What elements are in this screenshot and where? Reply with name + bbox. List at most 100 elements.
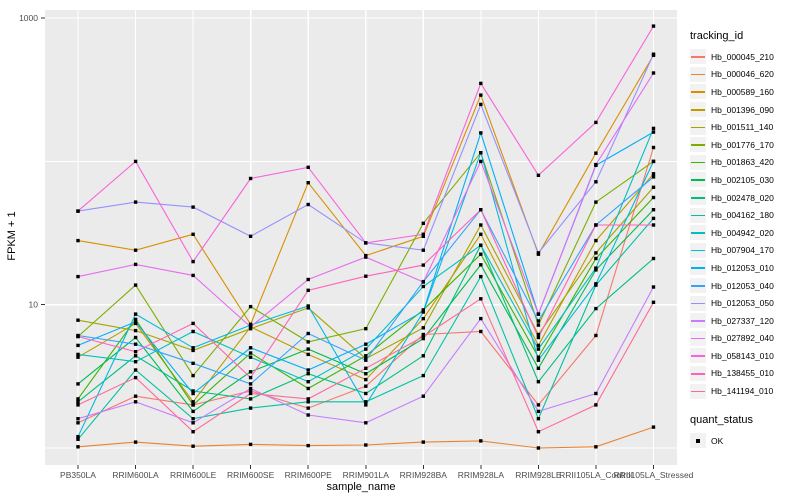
legend: tracking_id Hb_000045_210 Hb_000046_620 Hb… (690, 30, 800, 449)
data-point (421, 263, 425, 267)
data-point (76, 352, 80, 357)
data-point (651, 285, 656, 289)
legend-entry-Hb_007904_170: Hb_007904_170 (690, 242, 800, 260)
data-point (651, 208, 656, 212)
data-point (306, 306, 310, 310)
data-point (248, 323, 253, 327)
data-point (306, 352, 310, 357)
legend-key-line (690, 154, 706, 170)
data-point (248, 304, 253, 309)
data-point (191, 400, 195, 404)
legend-entry-Hb_002105_030: Hb_002105_030 (690, 171, 800, 189)
data-point (191, 273, 195, 278)
data-point (306, 202, 310, 207)
data-point (479, 439, 483, 443)
data-point (594, 266, 598, 270)
line-swatch-icon (691, 144, 705, 146)
data-point (421, 232, 425, 236)
data-point (76, 318, 80, 322)
line-swatch-icon (691, 355, 705, 357)
legend-label: Hb_000045_210 (711, 51, 774, 62)
data-point (536, 409, 541, 414)
data-point (421, 284, 425, 289)
data-point (133, 328, 138, 333)
legend-key-line (690, 119, 706, 135)
data-point (191, 232, 195, 236)
data-point (536, 355, 541, 359)
data-point (191, 346, 195, 350)
data-point (536, 343, 541, 348)
data-point (133, 317, 138, 322)
data-point (364, 342, 368, 346)
legend-entry-ok: OK (690, 432, 800, 450)
line-swatch-icon (691, 372, 705, 375)
legend-label: Hb_001396_090 (711, 104, 774, 115)
data-point (191, 417, 195, 421)
legend-label: Hb_027337_120 (711, 315, 774, 326)
y-tick-label: 10 (29, 300, 39, 310)
legend-entry-Hb_000046_620: Hb_000046_620 (690, 66, 800, 84)
data-point (76, 417, 80, 421)
data-point (133, 440, 138, 444)
data-point (479, 208, 483, 212)
legend-key-line (690, 348, 706, 364)
legend-entry-Hb_002478_020: Hb_002478_020 (690, 189, 800, 207)
line-swatch-icon (691, 267, 705, 270)
data-point (191, 321, 195, 326)
legend-title-tracking-id: tracking_id (690, 30, 744, 42)
data-point (306, 400, 310, 404)
x-tick-label: RRII105LA_Control (559, 470, 633, 480)
data-point (594, 256, 598, 261)
data-point (536, 251, 541, 255)
data-point (306, 331, 310, 336)
data-point (306, 304, 310, 308)
legend-label: Hb_012053_040 (711, 280, 774, 291)
data-point (248, 351, 253, 355)
legend-entry-Hb_027337_120: Hb_027337_120 (690, 312, 800, 330)
data-point (306, 340, 310, 344)
data-point (651, 145, 656, 150)
legend-key-line (690, 330, 706, 346)
data-point (651, 159, 656, 164)
data-point (76, 355, 80, 359)
legend-entry-Hb_001863_420: Hb_001863_420 (690, 154, 800, 172)
data-point (421, 221, 425, 225)
legend-title-quant-status: quant_status (690, 413, 753, 426)
data-point (421, 394, 425, 398)
line-swatch-icon (691, 179, 705, 182)
data-point (306, 181, 310, 185)
data-point (191, 444, 195, 448)
data-point (76, 437, 80, 441)
legend-key-line (690, 260, 706, 276)
data-point (421, 332, 425, 337)
legend-label: Hb_001863_420 (711, 157, 774, 168)
x-tick-label: RRIM928BA (400, 470, 448, 480)
legend-entry-Hb_000045_210: Hb_000045_210 (690, 48, 800, 66)
data-point (248, 397, 253, 401)
data-point (306, 413, 310, 417)
data-point (421, 354, 425, 358)
data-point (76, 421, 80, 425)
data-point (364, 358, 368, 362)
legend-key-line (690, 137, 706, 153)
legend-quant-status-block: quant_status OK (690, 414, 800, 450)
data-point (536, 332, 541, 337)
data-point (536, 312, 541, 316)
legend-label: Hb_138455_010 (711, 368, 774, 379)
legend-entry-Hb_058143_010: Hb_058143_010 (690, 347, 800, 365)
data-point (191, 205, 195, 209)
data-point (651, 256, 656, 261)
data-point (421, 336, 425, 341)
square-marker-icon (696, 438, 700, 443)
data-point (76, 382, 80, 386)
legend-entry-Hb_001776_170: Hb_001776_170 (690, 136, 800, 154)
data-point (536, 319, 541, 323)
legend-entry-Hb_001396_090: Hb_001396_090 (690, 101, 800, 119)
line-swatch-icon (691, 161, 705, 164)
data-point (536, 335, 541, 340)
data-point (594, 391, 598, 396)
legend-key-line (690, 66, 706, 82)
line-swatch-icon (691, 285, 705, 287)
data-point (479, 243, 483, 247)
data-point (76, 397, 80, 401)
